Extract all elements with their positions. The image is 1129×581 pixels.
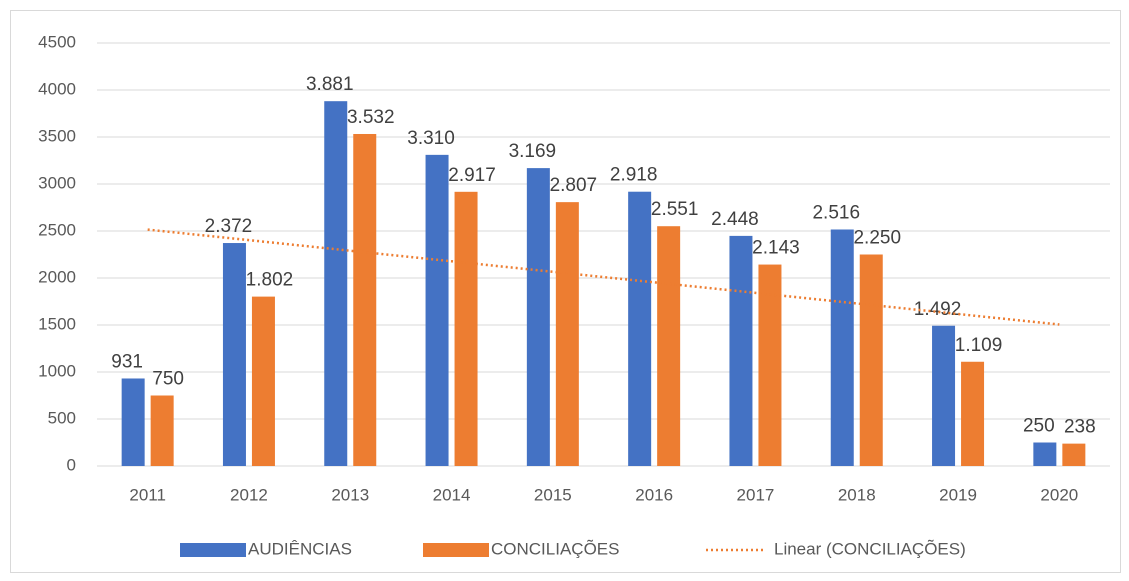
bar: [454, 191, 478, 466]
value-label: 3.169: [509, 141, 557, 162]
bar: [657, 226, 681, 466]
bar: [555, 202, 579, 466]
bar: [121, 378, 145, 466]
bar: [729, 235, 753, 466]
y-tick-label: 3000: [38, 173, 76, 192]
bar: [150, 395, 174, 466]
value-label: 3.532: [347, 107, 395, 128]
bar: [1033, 442, 1057, 466]
y-tick-label: 2000: [38, 267, 76, 286]
bar: [830, 229, 854, 466]
value-label: 2.807: [550, 175, 598, 196]
value-label: 2.250: [853, 228, 901, 249]
x-tick-label: 2015: [534, 485, 572, 504]
x-tick-label: 2011: [129, 485, 166, 504]
x-tick-label: 2018: [838, 485, 876, 504]
legend-swatch: [423, 543, 489, 557]
x-tick-label: 2016: [635, 485, 673, 504]
bar: [1062, 443, 1086, 466]
value-label: 1.802: [246, 270, 294, 291]
bar: [932, 325, 956, 466]
y-tick-label: 1500: [38, 314, 76, 333]
bar: [628, 191, 652, 466]
value-label: 750: [152, 369, 184, 390]
value-label: 2.551: [651, 199, 699, 220]
value-label: 2.918: [610, 165, 658, 186]
value-label: 3.310: [407, 128, 455, 149]
bar: [961, 361, 985, 466]
value-label: 3.881: [306, 74, 354, 95]
value-label: 1.109: [955, 335, 1003, 356]
y-tick-label: 3500: [38, 126, 76, 145]
legend-label: AUDIÊNCIAS: [248, 539, 352, 558]
x-tick-label: 2017: [737, 485, 775, 504]
bar: [526, 168, 550, 466]
value-label: 2.516: [812, 203, 860, 224]
x-tick-label: 2014: [433, 485, 471, 504]
x-tick-label: 2013: [331, 485, 369, 504]
value-label: 2.917: [448, 165, 496, 186]
value-label: 238: [1064, 417, 1096, 438]
y-tick-label: 4000: [38, 79, 76, 98]
y-tick-label: 1000: [38, 361, 76, 380]
y-tick-label: 4500: [38, 32, 76, 51]
x-tick-label: 2012: [230, 485, 268, 504]
value-label: 1.492: [914, 299, 962, 320]
bar: [758, 264, 782, 466]
value-label: 2.372: [205, 216, 253, 237]
bar: [425, 154, 449, 467]
y-tick-label: 500: [48, 408, 76, 427]
x-tick-label: 2019: [939, 485, 977, 504]
x-tick-label: 2020: [1040, 485, 1078, 504]
legend-label: Linear (CONCILIAÇÕES): [774, 539, 966, 558]
bar: [222, 243, 246, 466]
bar: [251, 296, 275, 466]
legend-label: CONCILIAÇÕES: [491, 539, 619, 558]
value-label: 250: [1023, 416, 1055, 437]
value-label: 2.448: [711, 209, 759, 230]
value-label: 931: [111, 352, 143, 373]
bar: [859, 254, 883, 466]
bar: [324, 101, 348, 466]
value-label: 2.143: [752, 238, 800, 259]
legend-swatch: [180, 543, 246, 557]
y-tick-label: 2500: [38, 220, 76, 239]
bar: [353, 133, 377, 466]
y-tick-label: 0: [67, 455, 76, 474]
